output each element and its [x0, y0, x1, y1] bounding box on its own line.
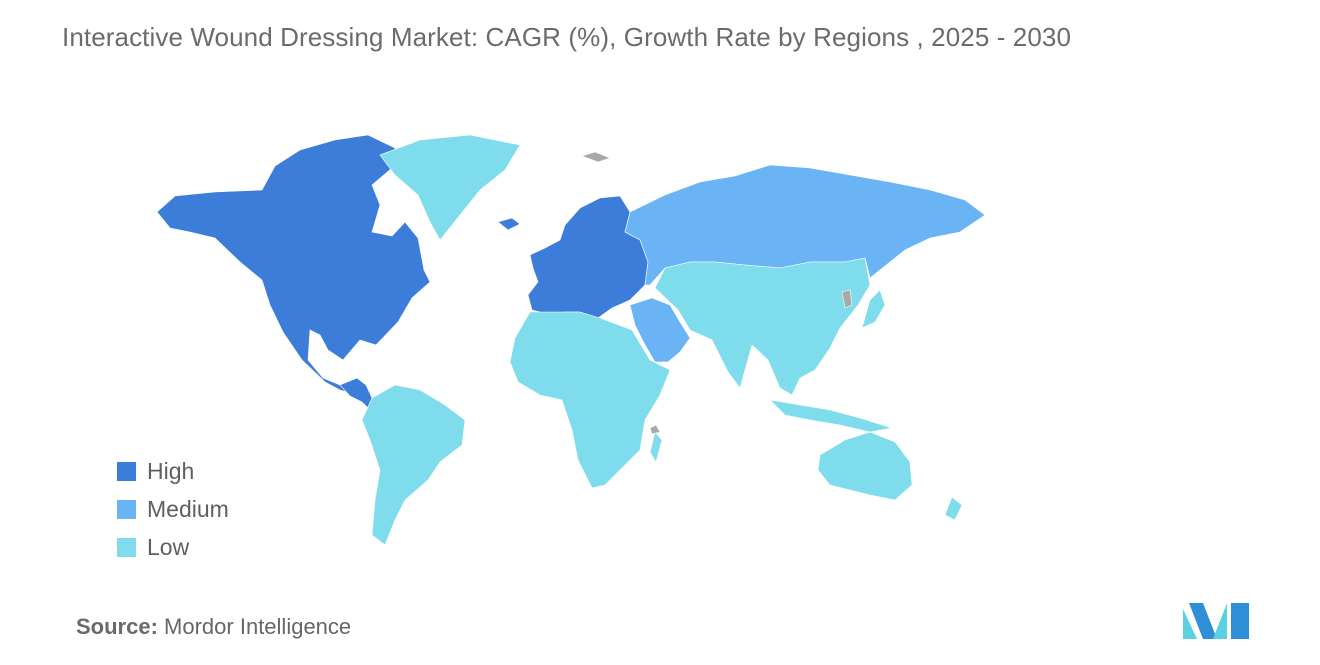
region-madagascar	[649, 431, 663, 463]
legend-label-high: High	[147, 457, 195, 484]
region-japan	[861, 289, 886, 329]
region-north-america	[156, 134, 431, 396]
legend-swatch-high	[117, 461, 136, 481]
region-greenland	[379, 134, 521, 241]
legend-label-medium: Medium	[147, 495, 229, 522]
region-asia	[654, 257, 871, 396]
region-korea	[841, 289, 853, 309]
region-indian-ocean-islands	[649, 424, 661, 435]
region-svalbard	[581, 151, 611, 163]
legend-item-high: High	[117, 452, 229, 490]
legend: High Medium Low	[117, 452, 229, 566]
region-africa	[509, 311, 671, 489]
region-new-zealand	[944, 496, 963, 521]
region-iceland	[497, 217, 521, 231]
legend-swatch-medium	[117, 499, 136, 519]
source-label: Source:	[76, 614, 158, 639]
legend-item-medium: Medium	[117, 490, 229, 528]
source-value: Mordor Intelligence	[164, 614, 352, 639]
region-middle-east	[629, 297, 691, 363]
legend-label-low: Low	[147, 533, 190, 560]
region-russia	[624, 164, 986, 286]
world-map	[156, 134, 986, 546]
region-south-america	[361, 384, 466, 546]
source-line: Source: Mordor Intelligence	[76, 614, 351, 640]
region-southeast-asia	[769, 399, 893, 433]
mordor-intelligence-logo-icon	[1183, 603, 1249, 639]
legend-item-low: Low	[117, 528, 229, 566]
legend-swatch-low	[117, 537, 136, 557]
chart-title: Interactive Wound Dressing Market: CAGR …	[62, 22, 1072, 52]
region-australia	[817, 431, 913, 501]
